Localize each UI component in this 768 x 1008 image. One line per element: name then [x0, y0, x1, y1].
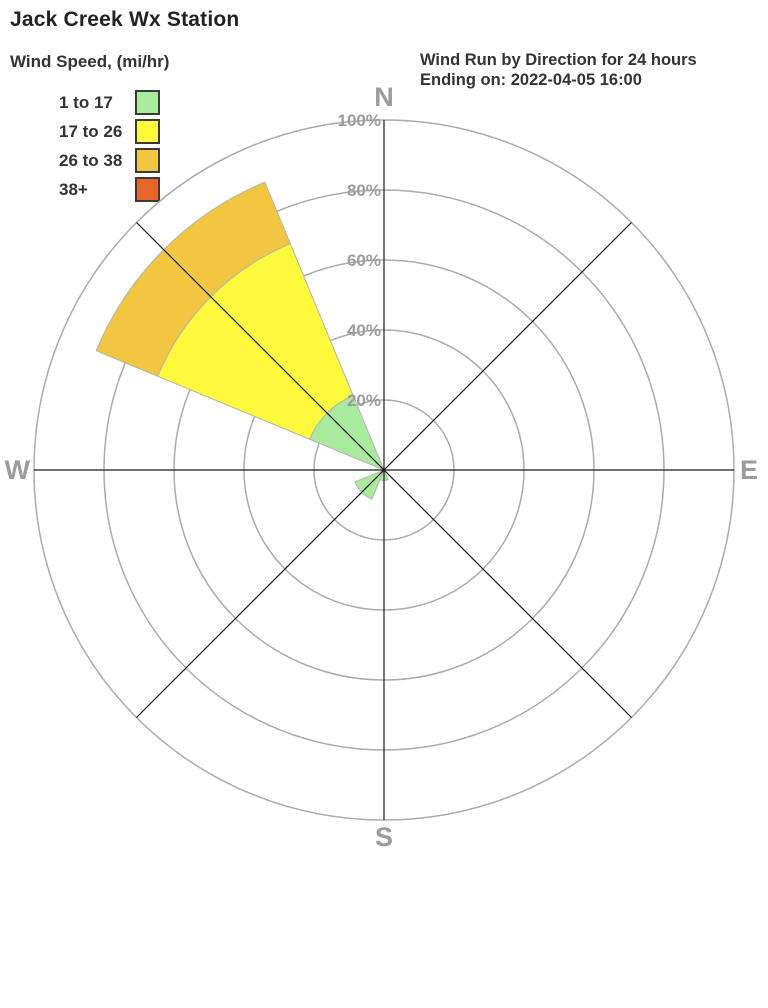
legend-swatch-1-to-17	[135, 90, 160, 115]
direction-label-N: N	[374, 82, 394, 112]
direction-label-E: E	[740, 455, 758, 485]
legend-swatch-26-to-38	[135, 148, 160, 173]
wind-speed-legend: Wind Speed, (mi/hr) 1 to 17 17 to 26 26 …	[10, 52, 169, 204]
legend-label: 38+	[59, 179, 88, 199]
legend-swatch-38-plus	[135, 177, 160, 202]
chart-header: Wind Run by Direction for 24 hours Endin…	[420, 50, 697, 90]
chart-subtitle: Ending on: 2022-04-05 16:00	[420, 71, 642, 89]
legend-item-17-to-26: 17 to 26	[10, 117, 169, 146]
legend-item-38-plus: 38+	[10, 175, 169, 204]
legend-label: 1 to 17	[59, 92, 113, 112]
ring-label-60pct: 60%	[347, 251, 381, 270]
legend-item-26-to-38: 26 to 38	[10, 146, 169, 175]
direction-label-S: S	[375, 822, 393, 852]
legend-title: Wind Speed, (mi/hr)	[10, 52, 170, 71]
axis-line-135deg	[136, 222, 632, 718]
legend-swatch-17-to-26	[135, 119, 160, 144]
ring-label-80pct: 80%	[347, 181, 381, 200]
ring-label-40pct: 40%	[347, 321, 381, 340]
page-title: Jack Creek Wx Station	[10, 8, 240, 31]
ring-label-20pct: 20%	[347, 391, 381, 410]
direction-label-W: W	[5, 455, 31, 485]
chart-title: Wind Run by Direction for 24 hours	[420, 51, 697, 69]
legend-label: 17 to 26	[59, 121, 123, 141]
ring-label-100pct: 100%	[338, 111, 381, 130]
legend-label: 26 to 38	[59, 150, 123, 170]
legend-item-1-to-17: 1 to 17	[10, 88, 169, 117]
